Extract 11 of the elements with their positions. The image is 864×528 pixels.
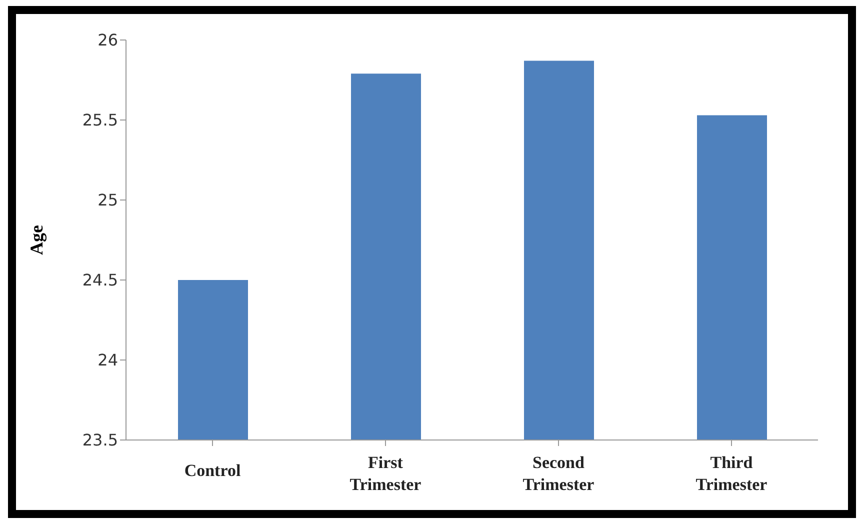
y-tick-label: 26 (98, 30, 118, 50)
y-tick-label: 23.5 (82, 430, 118, 450)
y-axis-title: Age (26, 225, 46, 255)
x-tick-label: Third Trimester (696, 453, 768, 494)
x-tick-label: First Trimester (350, 453, 422, 494)
y-tick-label: 24.5 (82, 270, 118, 290)
x-tick-label: Second Trimester (522, 453, 595, 494)
y-tick-label: 25 (98, 190, 118, 210)
y-tick-label: 24 (98, 350, 118, 370)
x-tick-label: Control (184, 461, 241, 480)
y-tick-label: 25.5 (82, 110, 118, 130)
